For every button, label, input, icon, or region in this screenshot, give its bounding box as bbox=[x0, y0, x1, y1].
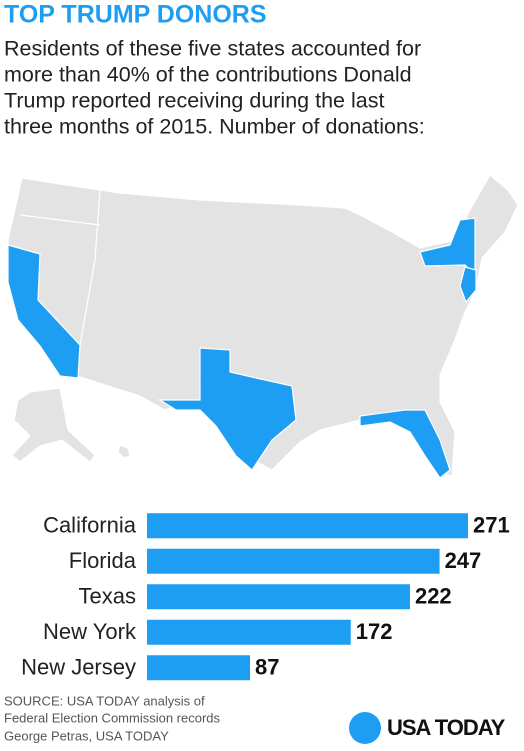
california bbox=[7, 244, 81, 379]
category-label: Texas bbox=[79, 584, 136, 609]
hawaii bbox=[117, 444, 131, 459]
value-label: 172 bbox=[356, 619, 393, 644]
subtitle-line: three months of 2015. Number of donation… bbox=[4, 115, 425, 139]
category-label: California bbox=[43, 513, 137, 538]
category-label: Florida bbox=[69, 548, 137, 573]
state-borders bbox=[79, 189, 101, 346]
new-jersey bbox=[459, 266, 477, 304]
bar bbox=[147, 619, 351, 645]
alaska bbox=[11, 387, 96, 463]
us-map bbox=[7, 174, 519, 479]
bar bbox=[147, 548, 440, 574]
source: SOURCE: USA TODAY analysis of Federal El… bbox=[4, 693, 221, 743]
value-label: 222 bbox=[415, 584, 452, 609]
state-borders bbox=[19, 214, 101, 226]
value-label: 247 bbox=[445, 548, 482, 573]
texas bbox=[157, 347, 297, 471]
logo: USA TODAY bbox=[387, 715, 506, 740]
bar-chart: California 271 Florida 247 Texas 222 New York 1… bbox=[21, 513, 510, 681]
logo-dot bbox=[349, 712, 381, 744]
title: TOP TRUMP DONORS bbox=[4, 1, 267, 29]
category-label: New Jersey bbox=[21, 655, 136, 680]
subtitle-line: Trump reported receiving during the last bbox=[4, 89, 384, 113]
bar bbox=[147, 584, 410, 610]
new-york bbox=[419, 217, 476, 277]
source-line: SOURCE: USA TODAY analysis of bbox=[4, 693, 205, 708]
category-label: New York bbox=[43, 619, 137, 644]
us-outline bbox=[7, 174, 519, 477]
florida bbox=[359, 409, 451, 479]
bar bbox=[147, 655, 251, 681]
source-line: Federal Election Commission records bbox=[4, 710, 221, 725]
subtitle-line: Residents of these five states accounted… bbox=[4, 37, 421, 61]
subtitle: Residents of these five states accounted… bbox=[4, 37, 425, 139]
value-label: 271 bbox=[473, 513, 510, 538]
value-label: 87 bbox=[255, 655, 279, 680]
source-line: George Petras, USA TODAY bbox=[4, 728, 169, 743]
subtitle-line: more than 40% of the contributions Donal… bbox=[4, 63, 412, 87]
bar bbox=[147, 513, 468, 539]
